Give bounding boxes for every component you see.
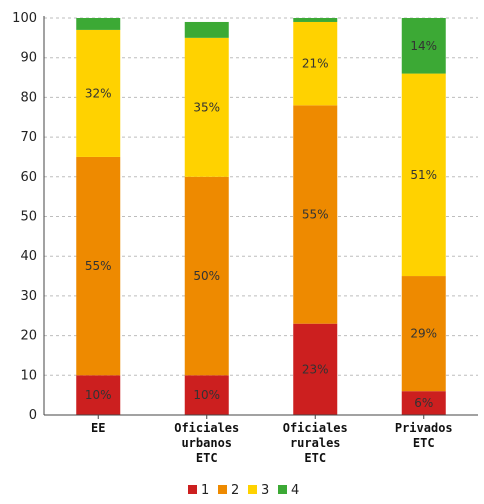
- x-category-label: Oficiales: [174, 421, 239, 435]
- data-label: 32%: [85, 86, 112, 100]
- data-label: 21%: [302, 57, 329, 71]
- data-label: 55%: [302, 208, 329, 222]
- legend-swatch: [248, 485, 257, 494]
- bar-segment: [293, 105, 338, 324]
- y-tick-label: 90: [20, 51, 37, 66]
- x-category-label: ETC: [304, 451, 326, 465]
- bar-segment: [76, 156, 121, 376]
- bar-segment: [184, 375, 229, 415]
- bar-segment: [76, 18, 121, 30]
- bar-segment: [184, 176, 229, 376]
- data-label: 10%: [85, 388, 112, 402]
- bar-segment: [293, 18, 338, 22]
- y-tick-label: 0: [29, 408, 37, 423]
- legend-swatch: [278, 485, 287, 494]
- data-label: 23%: [302, 362, 329, 376]
- bar-segment: [401, 276, 446, 392]
- x-category-label: urbanos: [181, 436, 232, 450]
- x-category-label: rurales: [290, 436, 341, 450]
- data-label: 50%: [193, 269, 220, 283]
- bar-segment: [401, 391, 446, 415]
- y-tick-label: 10: [20, 368, 37, 383]
- data-label: 29%: [410, 327, 437, 341]
- legend-label: 4: [291, 483, 299, 498]
- data-label: 6%: [414, 396, 433, 410]
- x-category-label: Oficiales: [283, 421, 348, 435]
- y-tick-label: 50: [20, 210, 37, 225]
- y-tick-label: 20: [20, 329, 37, 344]
- legend-swatch: [188, 485, 197, 494]
- bar-segment: [293, 323, 338, 415]
- legend-label: 2: [231, 483, 239, 498]
- data-label: 55%: [85, 259, 112, 273]
- legend-label: 1: [201, 483, 209, 498]
- bar-segment: [76, 29, 121, 157]
- bar-segment: [293, 21, 338, 106]
- y-tick-label: 60: [20, 170, 37, 185]
- legend: 1 2 3 4: [188, 483, 299, 498]
- bar-segment: [401, 18, 446, 74]
- bars: 10% 55% 32% 10% 50% 35% 23% 55% 21% 6% 29% 51% 14%: [76, 18, 446, 415]
- data-label: 35%: [193, 100, 220, 114]
- y-tick-label: 100: [12, 11, 37, 26]
- y-tick-label: 40: [20, 249, 37, 264]
- data-label: 10%: [193, 388, 220, 402]
- bar-segment: [76, 375, 121, 415]
- x-category-label: ETC: [196, 451, 218, 465]
- bar-segment: [401, 73, 446, 277]
- data-label: 14%: [410, 39, 437, 53]
- y-tick-label: 70: [20, 130, 37, 145]
- y-tick-label: 30: [20, 289, 37, 304]
- legend-swatch: [218, 485, 227, 494]
- y-tick-label: 80: [20, 90, 37, 105]
- bar-segment: [184, 37, 229, 177]
- bar-segment: [184, 21, 229, 38]
- legend-label: 3: [261, 483, 269, 498]
- x-category-label: Privados: [395, 421, 453, 435]
- data-label: 51%: [410, 168, 437, 182]
- x-category-label: EE: [91, 421, 105, 435]
- x-category-label: ETC: [413, 436, 435, 450]
